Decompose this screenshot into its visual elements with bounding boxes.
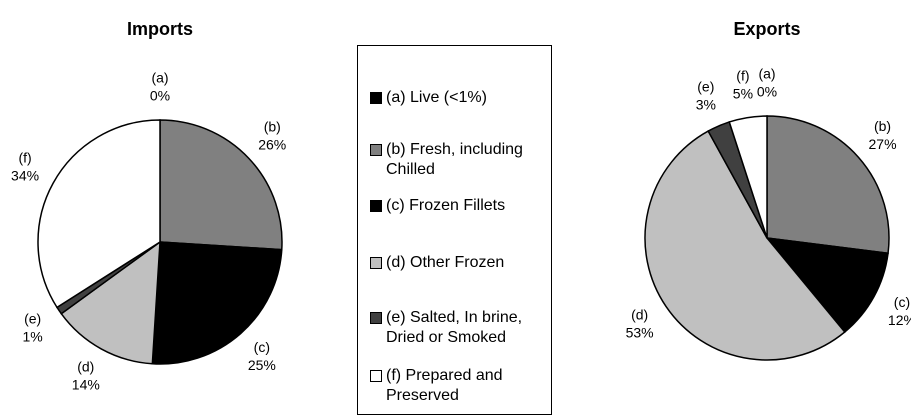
legend-swatch <box>370 200 382 212</box>
chart-title: Exports <box>733 19 800 39</box>
slice-value-label: 3% <box>696 96 716 112</box>
slice-value-label: 27% <box>869 136 897 152</box>
pie-slice <box>644 130 846 361</box>
slice-label: (d) <box>631 306 648 322</box>
slice-label: (e) <box>24 310 41 326</box>
slice-value-label: 14% <box>72 377 100 393</box>
pie-slice <box>37 119 161 309</box>
legend-entry: (d) Other Frozen <box>370 253 548 273</box>
legend-label: (b) Fresh, including Chilled <box>386 141 523 178</box>
slice-value-label: 12% <box>888 312 911 328</box>
slice-value-label: 5% <box>733 86 753 102</box>
legend-label: (d) Other Frozen <box>386 254 505 271</box>
slice-value-label: 53% <box>626 324 654 340</box>
legend-label: (e) Salted, In brine, Dried or Smoked <box>386 309 523 346</box>
slice-value-label: 0% <box>150 88 170 104</box>
slice-value-label: 26% <box>258 136 286 152</box>
slice-label: (a) <box>151 70 168 86</box>
slice-value-label: 1% <box>23 328 43 344</box>
legend-entry: (c) Frozen Fillets <box>370 196 548 216</box>
chart-title: Imports <box>127 19 193 39</box>
slice-label: (f) <box>18 150 31 166</box>
legend-entry: (e) Salted, In brine, Dried or Smoked <box>370 308 548 348</box>
slice-label: (c) <box>254 339 270 355</box>
legend-swatch <box>370 257 382 269</box>
pie-slice <box>765 237 889 334</box>
slice-value-label: 34% <box>11 168 39 184</box>
slice-label: (b) <box>264 118 281 134</box>
legend-label: (a) Live (<1%) <box>386 89 487 106</box>
slice-label: (f) <box>736 68 749 84</box>
legend-swatch <box>370 144 382 156</box>
pie-slice <box>159 119 283 251</box>
slice-label: (c) <box>894 294 910 310</box>
legend-label: (c) Frozen Fillets <box>386 197 506 214</box>
slice-label: (d) <box>77 359 94 375</box>
pie-slice <box>766 115 890 255</box>
legend-swatch <box>370 92 382 104</box>
legend: (a) Live (<1%) (b) Fresh, including Chill… <box>357 45 552 415</box>
legend-label: (f) Prepared and Preserved <box>386 367 503 404</box>
pie-slice <box>151 241 283 365</box>
legend-entry: (f) Prepared and Preserved <box>370 366 548 406</box>
slice-label: (a) <box>758 66 775 82</box>
pie-slice <box>728 115 768 239</box>
legend-swatch <box>370 370 382 382</box>
slice-label: (b) <box>874 118 891 134</box>
slice-label: (e) <box>697 78 714 94</box>
slice-value-label: 25% <box>248 357 276 373</box>
legend-entry: (a) Live (<1%) <box>370 88 548 108</box>
legend-entry: (b) Fresh, including Chilled <box>370 140 548 180</box>
slice-value-label: 0% <box>757 84 777 100</box>
pie-slice <box>60 240 161 365</box>
legend-swatch <box>370 312 382 324</box>
